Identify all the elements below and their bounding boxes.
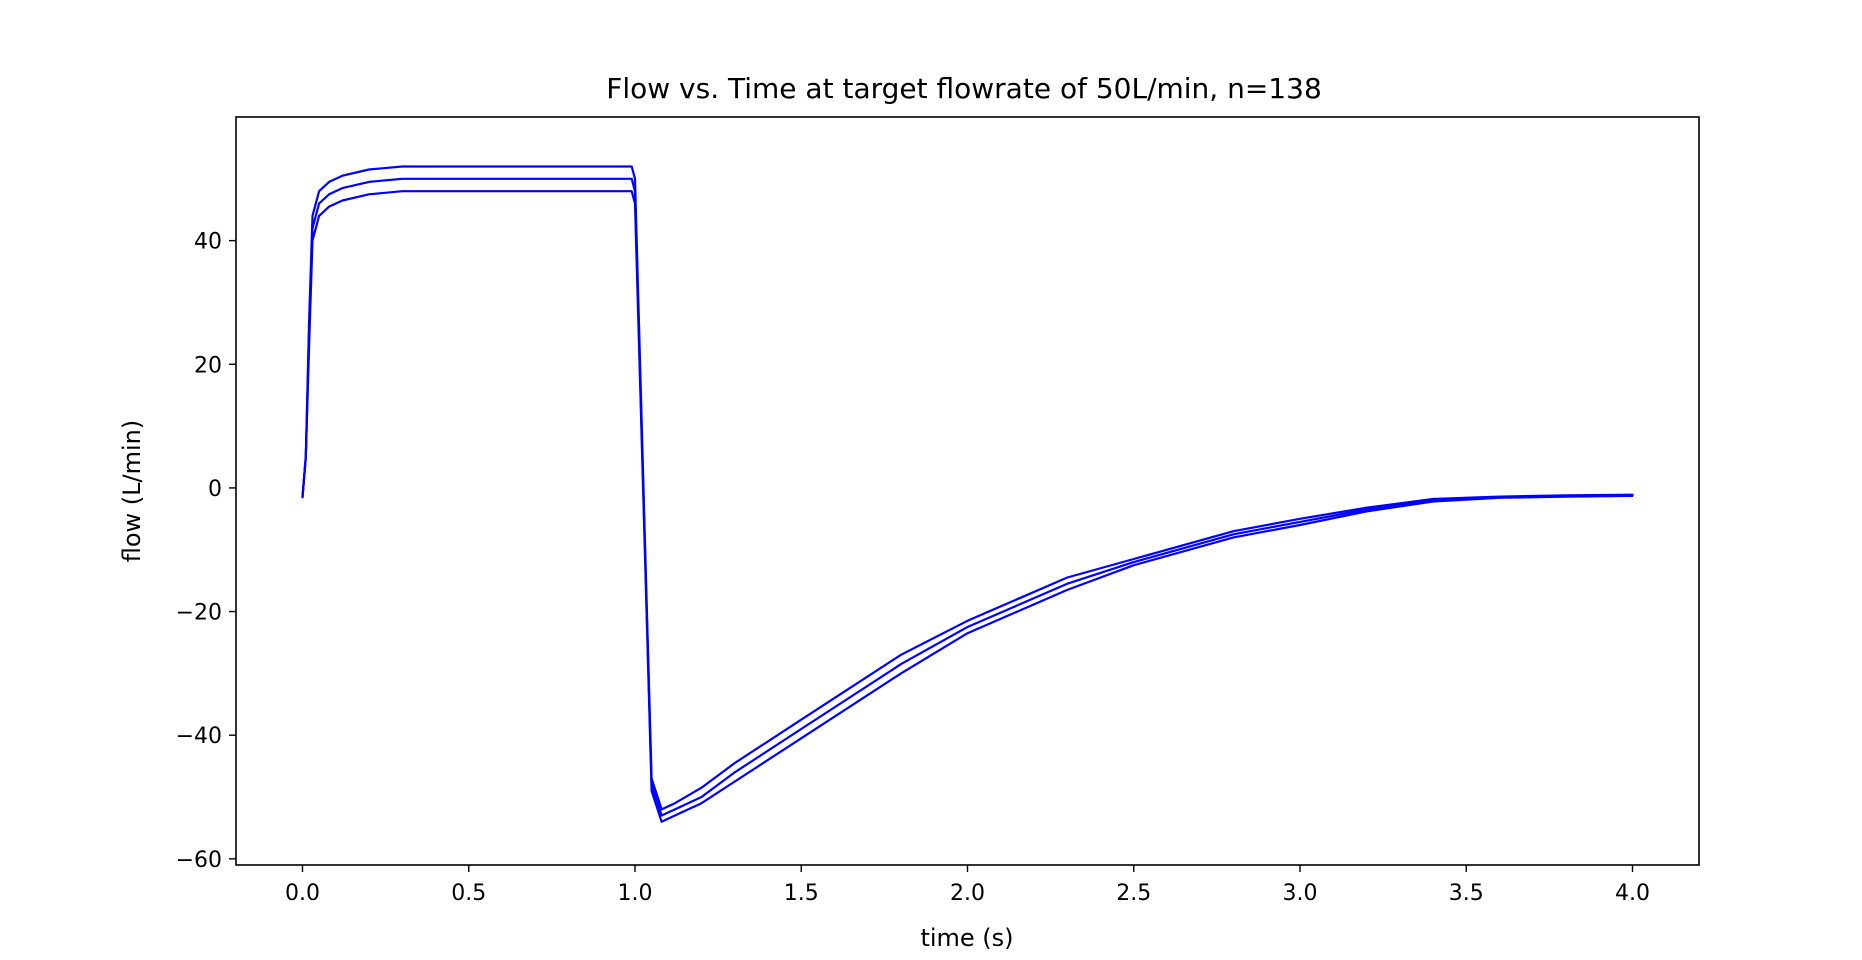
series-line-1	[301, 177, 1634, 817]
x-tick-label: 3.0	[1283, 881, 1318, 906]
y-tick-label: −20	[176, 601, 222, 626]
y-tick-label: −60	[176, 848, 222, 873]
chart-title: Flow vs. Time at target flowrate of 50L/…	[606, 72, 1322, 105]
y-tick-label: 0	[208, 477, 222, 502]
x-tick-label: 4.0	[1615, 881, 1650, 906]
x-tick-label: 3.5	[1449, 881, 1484, 906]
y-axis-label: flow (L/min)	[118, 420, 146, 563]
x-axis: 0.0 0.5 1.0 1.5 2.0 2.5 3.0 3.5 4.0	[285, 865, 1650, 906]
x-axis-label: time (s)	[920, 924, 1013, 952]
x-tick-label: 1.5	[784, 881, 819, 906]
y-tick-label: −40	[176, 724, 222, 749]
x-tick-label: 1.0	[618, 881, 653, 906]
x-tick-label: 0.5	[451, 881, 486, 906]
plot-series	[301, 165, 1634, 823]
series-line-2	[301, 165, 1634, 811]
x-tick-label: 0.0	[285, 881, 320, 906]
y-tick-label: 20	[194, 353, 222, 378]
y-tick-label: 40	[194, 230, 222, 255]
x-tick-label: 2.5	[1116, 881, 1151, 906]
series-line-3	[301, 190, 1634, 823]
x-tick-label: 2.0	[950, 881, 985, 906]
y-axis: −60 −40 −20 0 20 40	[176, 230, 236, 873]
